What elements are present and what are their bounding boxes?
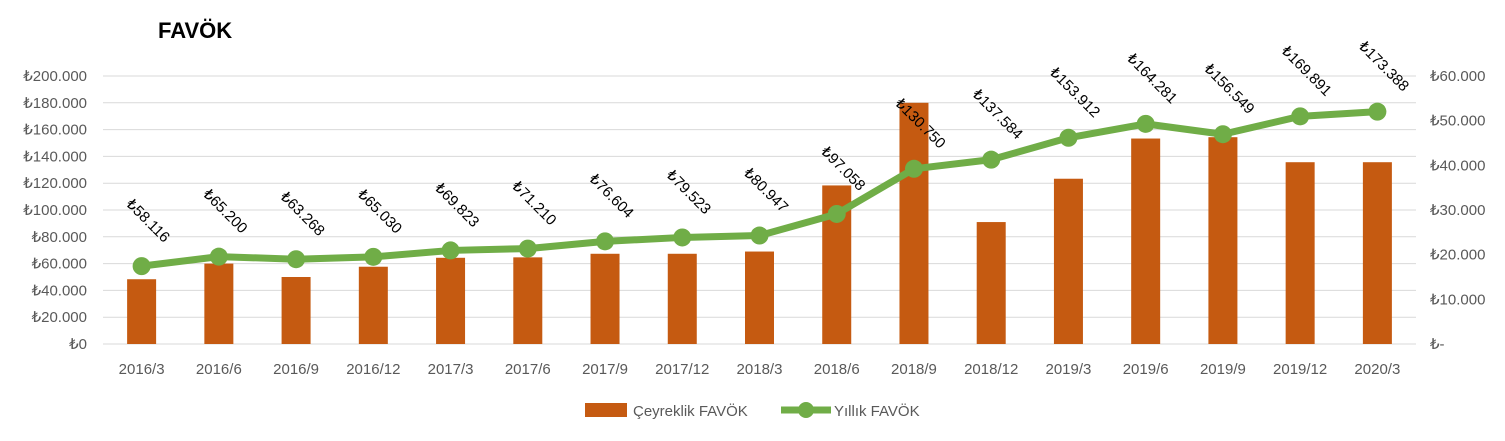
legend-label-line: Yıllık FAVÖK	[834, 402, 920, 420]
line-marker	[982, 150, 1001, 169]
y-tick-label-left: ₺40.000	[32, 282, 87, 299]
bar	[1285, 162, 1315, 344]
y-tick-label-right: ₺40.000	[1430, 157, 1485, 174]
data-label: ₺58.116	[123, 196, 173, 246]
legend-swatch-bar	[585, 403, 627, 417]
bar	[513, 257, 543, 344]
x-tick-label: 2016/6	[196, 361, 242, 378]
bar	[1362, 162, 1392, 344]
data-label: ₺63.268	[277, 188, 328, 239]
x-tick-label: 2017/9	[582, 361, 628, 378]
line-marker	[750, 226, 769, 245]
x-tick-label: 2019/12	[1273, 361, 1327, 378]
bar	[1053, 178, 1083, 344]
legend-swatch-marker	[798, 402, 814, 418]
line-marker	[209, 247, 228, 266]
x-tick-label: 2017/3	[428, 361, 474, 378]
y-tick-label-left: ₺100.000	[23, 202, 87, 219]
line-marker	[1368, 102, 1387, 121]
line-marker	[132, 257, 151, 276]
bar	[667, 253, 697, 344]
y-tick-label-left: ₺200.000	[23, 68, 87, 85]
data-label: ₺156.549	[1201, 60, 1258, 117]
y-tick-label-left: ₺80.000	[32, 229, 87, 246]
line-marker	[904, 159, 923, 178]
x-tick-label: 2019/9	[1200, 361, 1246, 378]
chart-title: FAVÖK	[158, 18, 233, 43]
bar	[358, 266, 388, 344]
y-tick-label-left: ₺140.000	[23, 148, 87, 165]
bar	[1131, 138, 1161, 344]
y-tick-label-left: ₺60.000	[32, 256, 87, 273]
data-label: ₺76.604	[586, 171, 637, 222]
y-tick-label-left: ₺0	[69, 336, 87, 353]
bar	[745, 251, 774, 344]
y-tick-label-left: ₺180.000	[23, 95, 87, 112]
data-label: ₺69.823	[431, 180, 482, 231]
data-label: ₺164.281	[1123, 50, 1180, 107]
bar	[281, 277, 311, 344]
x-tick-label: 2016/3	[119, 361, 165, 378]
x-tick-label: 2017/12	[655, 361, 709, 378]
data-label: ₺137.584	[969, 86, 1026, 143]
x-tick-label: 2016/12	[346, 361, 400, 378]
line-marker	[1213, 125, 1232, 144]
x-tick-label: 2019/6	[1123, 361, 1169, 378]
bar	[127, 279, 157, 344]
line-marker	[518, 239, 537, 258]
x-tick-label: 2016/9	[273, 361, 319, 378]
bar	[590, 253, 620, 344]
line-marker	[1136, 114, 1155, 133]
x-tick-label: 2019/3	[1045, 361, 1091, 378]
line-marker	[596, 232, 615, 251]
line-marker	[1291, 107, 1310, 126]
bar	[436, 257, 466, 344]
y-tick-label-right: ₺20.000	[1430, 247, 1485, 264]
line-marker	[287, 250, 306, 269]
data-label: ₺153.912	[1046, 64, 1103, 121]
bar	[204, 263, 234, 344]
x-tick-label: 2018/3	[737, 361, 783, 378]
line-marker	[441, 241, 460, 260]
line-marker	[1059, 128, 1078, 147]
y-tick-label-right: ₺50.000	[1430, 113, 1485, 130]
legend-label-bar: Çeyreklik FAVÖK	[633, 402, 748, 420]
bar	[899, 102, 929, 344]
line-marker	[364, 247, 383, 266]
x-tick-label: 2018/6	[814, 361, 860, 378]
bar	[1208, 137, 1238, 344]
x-tick-label: 2018/12	[964, 361, 1018, 378]
y-tick-label-right: ₺30.000	[1430, 202, 1485, 219]
y-tick-label-left: ₺160.000	[23, 122, 87, 139]
data-label: ₺169.891	[1278, 43, 1335, 100]
x-tick-label: 2018/9	[891, 361, 937, 378]
y-tick-label-left: ₺120.000	[23, 175, 87, 192]
data-label: ₺65.030	[354, 186, 405, 237]
y-tick-label-right: ₺10.000	[1430, 291, 1485, 308]
data-label: ₺80.947	[740, 165, 791, 216]
x-tick-label: 2020/3	[1354, 361, 1400, 378]
data-label: ₺65.200	[199, 186, 250, 237]
y-tick-label-left: ₺20.000	[32, 309, 87, 326]
y-tick-label-right: ₺-	[1430, 336, 1445, 353]
bar	[976, 222, 1006, 344]
line-marker	[827, 204, 846, 223]
line-marker	[673, 228, 692, 247]
x-tick-label: 2017/6	[505, 361, 551, 378]
y-tick-label-right: ₺60.000	[1430, 68, 1485, 85]
data-label: ₺173.388	[1355, 38, 1412, 95]
data-label: ₺71.210	[508, 178, 559, 229]
